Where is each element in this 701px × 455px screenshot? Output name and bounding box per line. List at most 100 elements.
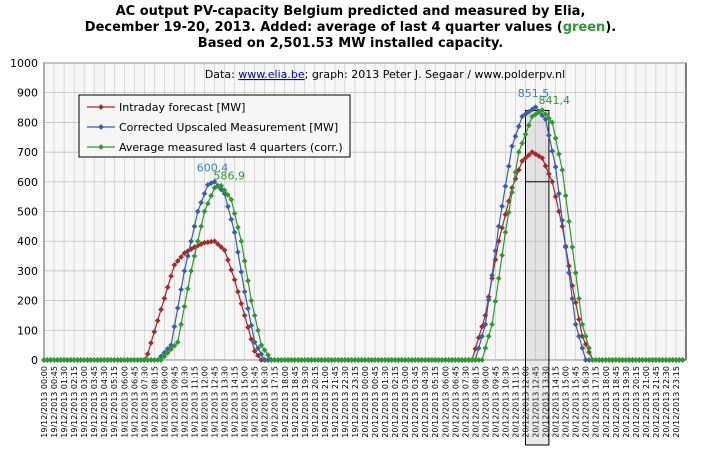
x-tick-label: 19/12/2013 15:45 xyxy=(251,366,260,438)
series-point-average-measured-last-4-quarters-corr xyxy=(372,357,378,363)
series-point-average-measured-last-4-quarters-corr xyxy=(435,357,442,363)
series-point-intraday-forecast-mw xyxy=(211,238,218,245)
series-point-corrected-upscaled-measurement-mw xyxy=(485,297,492,303)
x-tick-label: 20/12/2013 05:15 xyxy=(431,366,440,438)
x-tick-label: 19/12/2013 00:00 xyxy=(40,366,49,438)
series-point-intraday-forecast-mw xyxy=(168,273,174,279)
series-point-corrected-upscaled-measurement-mw xyxy=(579,345,586,351)
series-point-average-measured-last-4-quarters-corr xyxy=(459,357,465,363)
y-tick-label: 900 xyxy=(17,87,38,100)
chart-title-line-2-prefix: December 19-20, 2013. Added: average of … xyxy=(84,20,563,35)
series-point-average-measured-last-4-quarters-corr xyxy=(231,210,238,217)
highlight-window xyxy=(525,110,550,446)
x-tick-label: 19/12/2013 03:00 xyxy=(80,366,89,438)
series-point-average-measured-last-4-quarters-corr xyxy=(452,357,459,363)
x-tick-label: 20/12/2013 09:00 xyxy=(481,366,490,438)
series-point-average-measured-last-4-quarters-corr xyxy=(362,357,368,363)
x-tick-label: 19/12/2013 01:30 xyxy=(60,366,69,438)
x-tick-label: 20/12/2013 22:30 xyxy=(662,366,671,438)
series-point-average-measured-last-4-quarters-corr xyxy=(235,224,241,231)
series-point-average-measured-last-4-quarters-corr xyxy=(562,192,569,199)
series-point-average-measured-last-4-quarters-corr xyxy=(485,333,492,340)
peak-value-label: 586,9 xyxy=(213,170,245,183)
series-point-average-measured-last-4-quarters-corr xyxy=(442,357,449,363)
series-point-average-measured-last-4-quarters-corr xyxy=(171,342,178,349)
series-point-average-measured-last-4-quarters-corr xyxy=(539,107,546,113)
x-tick-label: 20/12/2013 23:15 xyxy=(672,366,681,438)
series-point-average-measured-last-4-quarters-corr xyxy=(87,357,94,363)
series-point-intraday-forecast-mw xyxy=(144,351,151,357)
series-point-average-measured-last-4-quarters-corr xyxy=(382,357,388,363)
series-point-corrected-upscaled-measurement-mw xyxy=(552,164,559,170)
series-point-average-measured-last-4-quarters-corr xyxy=(576,295,582,302)
series-point-average-measured-last-4-quarters-corr xyxy=(198,223,204,230)
chart-title-line-3: Based on 2,501.53 MW installed capacity. xyxy=(197,36,504,51)
y-tick-label: 0 xyxy=(31,354,38,367)
x-tick-label: 19/12/2013 07:30 xyxy=(140,366,149,438)
x-tick-label: 19/12/2013 16:30 xyxy=(261,366,270,438)
y-tick-label: 600 xyxy=(17,176,38,189)
series-point-average-measured-last-4-quarters-corr xyxy=(405,357,412,363)
elia-link[interactable]: www.elia.be xyxy=(238,68,305,81)
series-point-average-measured-last-4-quarters-corr xyxy=(318,357,325,363)
x-tick-label: 20/12/2013 07:30 xyxy=(461,366,470,438)
series-point-corrected-upscaled-measurement-mw xyxy=(178,286,184,293)
peak-value-label: 600,4 xyxy=(197,162,229,175)
series-point-corrected-upscaled-measurement-mw xyxy=(251,339,258,346)
series-point-average-measured-last-4-quarters-corr xyxy=(522,131,529,138)
series-point-corrected-upscaled-measurement-mw xyxy=(502,183,509,190)
series-point-average-measured-last-4-quarters-corr xyxy=(111,357,118,363)
series-point-intraday-forecast-mw xyxy=(158,306,164,313)
series-point-average-measured-last-4-quarters-corr xyxy=(151,357,158,363)
series-point-intraday-forecast-mw xyxy=(539,155,546,161)
series-point-corrected-upscaled-measurement-mw xyxy=(549,148,556,154)
series-point-corrected-upscaled-measurement-mw xyxy=(181,268,188,274)
series-point-corrected-upscaled-measurement-mw xyxy=(489,272,495,279)
series-point-average-measured-last-4-quarters-corr xyxy=(492,298,499,305)
series-point-average-measured-last-4-quarters-corr xyxy=(559,167,566,173)
series-point-average-measured-last-4-quarters-corr xyxy=(462,357,469,363)
series-point-average-measured-last-4-quarters-corr xyxy=(325,357,332,363)
series-point-average-measured-last-4-quarters-corr xyxy=(512,169,519,175)
series-point-average-measured-last-4-quarters-corr xyxy=(455,357,462,363)
x-tick-label: 20/12/2013 10:30 xyxy=(501,366,510,438)
series-point-average-measured-last-4-quarters-corr xyxy=(589,357,596,363)
y-tick-label: 200 xyxy=(17,295,38,308)
series-point-intraday-forecast-mw xyxy=(556,208,562,215)
series-point-average-measured-last-4-quarters-corr xyxy=(622,357,629,363)
series-point-average-measured-last-4-quarters-corr xyxy=(612,357,619,363)
series-point-average-measured-last-4-quarters-corr xyxy=(241,258,248,264)
series-point-average-measured-last-4-quarters-corr xyxy=(261,347,268,353)
series-point-intraday-forecast-mw xyxy=(248,336,255,343)
series-point-intraday-forecast-mw xyxy=(148,340,154,346)
series-point-average-measured-last-4-quarters-corr xyxy=(114,357,121,363)
series-point-average-measured-last-4-quarters-corr xyxy=(606,357,612,363)
x-tick-label: 20/12/2013 21:45 xyxy=(652,366,661,438)
series-point-average-measured-last-4-quarters-corr xyxy=(194,238,201,245)
series-point-average-measured-last-4-quarters-corr xyxy=(208,192,215,199)
legend-swatch-marker xyxy=(98,104,104,110)
series-point-corrected-upscaled-measurement-mw xyxy=(529,106,536,113)
y-tick-label: 100 xyxy=(17,324,38,337)
series-point-average-measured-last-4-quarters-corr xyxy=(184,285,191,292)
series-point-average-measured-last-4-quarters-corr xyxy=(64,357,71,363)
series-point-average-measured-last-4-quarters-corr xyxy=(626,357,632,363)
series-point-average-measured-last-4-quarters-corr xyxy=(579,321,586,328)
series-point-corrected-upscaled-measurement-mw xyxy=(211,178,218,185)
series-point-intraday-forecast-mw xyxy=(221,247,228,253)
series-point-average-measured-last-4-quarters-corr xyxy=(669,357,676,363)
series-point-average-measured-last-4-quarters-corr xyxy=(505,209,512,216)
series-point-average-measured-last-4-quarters-corr xyxy=(569,244,576,250)
series-point-average-measured-last-4-quarters-corr xyxy=(482,345,489,351)
series-point-average-measured-last-4-quarters-corr xyxy=(181,303,188,310)
series-point-average-measured-last-4-quarters-corr xyxy=(91,357,97,363)
series-point-average-measured-last-4-quarters-corr xyxy=(288,357,295,363)
series-point-intraday-forecast-mw xyxy=(208,238,215,245)
series-point-average-measured-last-4-quarters-corr xyxy=(673,357,679,363)
series-point-average-measured-last-4-quarters-corr xyxy=(201,208,208,215)
series-point-average-measured-last-4-quarters-corr xyxy=(639,357,646,363)
x-tick-label: 19/12/2013 18:00 xyxy=(281,366,290,438)
series-point-average-measured-last-4-quarters-corr xyxy=(164,350,171,356)
series-point-average-measured-last-4-quarters-corr xyxy=(475,357,482,363)
series-point-average-measured-last-4-quarters-corr xyxy=(502,229,509,236)
